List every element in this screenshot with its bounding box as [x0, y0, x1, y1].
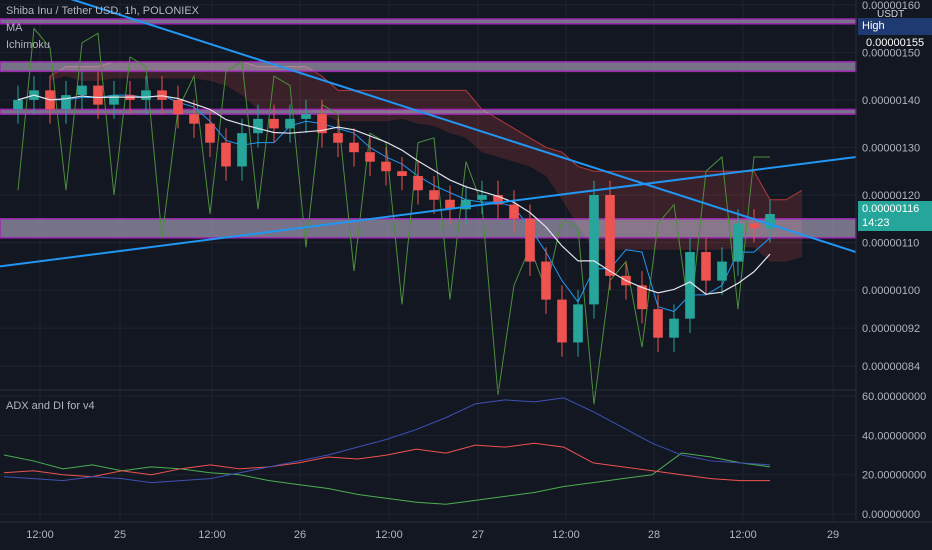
price-zone: [0, 218, 857, 239]
time-tick-label: 25: [114, 529, 126, 541]
trendlines: [0, 0, 857, 268]
candle-body: [445, 199, 455, 210]
candle-body: [669, 318, 679, 338]
adx-series-line: [3, 397, 771, 484]
candle-body: [253, 118, 263, 134]
last-price-value: 0.00000116: [862, 203, 920, 215]
candle-body: [317, 114, 327, 134]
last-price-tag: 0.00000116 14:23: [858, 201, 932, 231]
ma-path: [17, 94, 771, 295]
candle-body: [205, 123, 215, 143]
candle-body: [189, 114, 199, 124]
candle-body: [381, 161, 391, 172]
time-tick-label: 12:00: [26, 529, 54, 541]
time-tick-label: 12:00: [375, 529, 403, 541]
price-tick-label: 0.00000160: [862, 0, 920, 12]
adx-axis-ticks: 60.00000000 40.00000000 20.00000000 0.00000…: [862, 391, 926, 521]
trendline[interactable]: [0, 0, 857, 254]
candle-body: [717, 261, 727, 281]
lagging-span: [17, 27, 770, 405]
adx-tick-label: 0.00000000: [862, 509, 920, 521]
candles: [13, 71, 775, 357]
candle-body: [13, 99, 23, 110]
time-tick-label: 28: [648, 529, 660, 541]
candle-body: [589, 195, 599, 305]
candle-body: [109, 95, 119, 105]
candle-body: [605, 195, 615, 276]
indicator-ichimoku[interactable]: Ichimoku: [6, 39, 51, 51]
candle-body: [61, 95, 71, 110]
candle-body: [765, 214, 775, 229]
candle-body: [237, 133, 247, 167]
candle-body: [685, 252, 695, 319]
candle-body: [429, 190, 439, 200]
adx-lines: [3, 397, 771, 505]
time-tick-label: 29: [827, 529, 839, 541]
candle-body: [493, 195, 503, 205]
time-tick-label: 12:00: [729, 529, 757, 541]
price-tick-label: 0.00000092: [862, 323, 920, 335]
adx-series-line: [3, 452, 771, 505]
price-tick-label: 0.00000120: [862, 190, 920, 202]
candle-body: [333, 133, 343, 143]
price-tick-label: 0.00000140: [862, 95, 920, 107]
high-label: High: [862, 20, 885, 32]
countdown: 14:23: [862, 217, 890, 229]
candle-body: [637, 285, 647, 310]
candle-body: [269, 118, 279, 129]
candle-body: [221, 142, 231, 167]
candle-body: [77, 85, 87, 96]
candle-body: [397, 171, 407, 176]
trendline[interactable]: [0, 155, 857, 268]
candle-body: [301, 114, 311, 119]
candle-body: [173, 99, 183, 115]
time-tick-label: 26: [294, 529, 306, 541]
candle-body: [477, 195, 487, 200]
moving-average: [17, 94, 771, 295]
currency-label: USDT: [877, 9, 905, 20]
adx-tick-label: 20.00000000: [862, 470, 926, 482]
adx-title[interactable]: ADX and DI for v4: [6, 400, 95, 412]
candle-body: [365, 152, 375, 162]
time-tick-label: 12:00: [198, 529, 226, 541]
candle-body: [349, 142, 359, 153]
candle-body: [461, 199, 471, 210]
candle-body: [573, 304, 583, 343]
candle-body: [285, 118, 295, 129]
candle-body: [653, 309, 663, 338]
price-tick-label: 0.00000130: [862, 142, 920, 154]
candle-body: [701, 252, 711, 281]
chart-legend: Shiba Inu / Tether USD, 1h, POLONIEX MA …: [6, 3, 199, 54]
adx-series-line: [3, 442, 770, 482]
candle-body: [733, 223, 743, 262]
candle-body: [749, 223, 759, 229]
price-tick-label: 0.00000084: [862, 361, 920, 373]
candle-body: [157, 90, 167, 100]
price-tick-label: 0.00000100: [862, 285, 920, 297]
candle-body: [93, 85, 103, 105]
high-price-tag: High 0.00000155: [858, 18, 932, 49]
adx-tick-label: 60.00000000: [862, 391, 926, 403]
high-value: 0.00000155: [866, 37, 925, 49]
adx-tick-label: 40.00000000: [862, 430, 926, 442]
candle-body: [557, 299, 567, 343]
time-tick-label: 12:00: [552, 529, 580, 541]
price-tick-label: 0.00000110: [862, 238, 919, 250]
candle-body: [509, 204, 519, 219]
symbol-title[interactable]: Shiba Inu / Tether USD, 1h, POLONIEX: [6, 5, 200, 17]
candle-body: [541, 261, 551, 300]
time-axis-ticks: 12:00 25 12:00 26 12:00 27 12:00 28 12:00 29: [26, 529, 839, 541]
time-tick-label: 27: [472, 529, 484, 541]
price-tick-label: 0.00000150: [862, 47, 920, 59]
candle-body: [413, 175, 423, 191]
candle-body: [141, 90, 151, 100]
indicator-ma[interactable]: MA: [6, 22, 23, 34]
price-axis-ticks: 0.00000160 0.00000150 0.00000140 0.00000130…: [862, 0, 920, 373]
candle-body: [525, 218, 535, 262]
